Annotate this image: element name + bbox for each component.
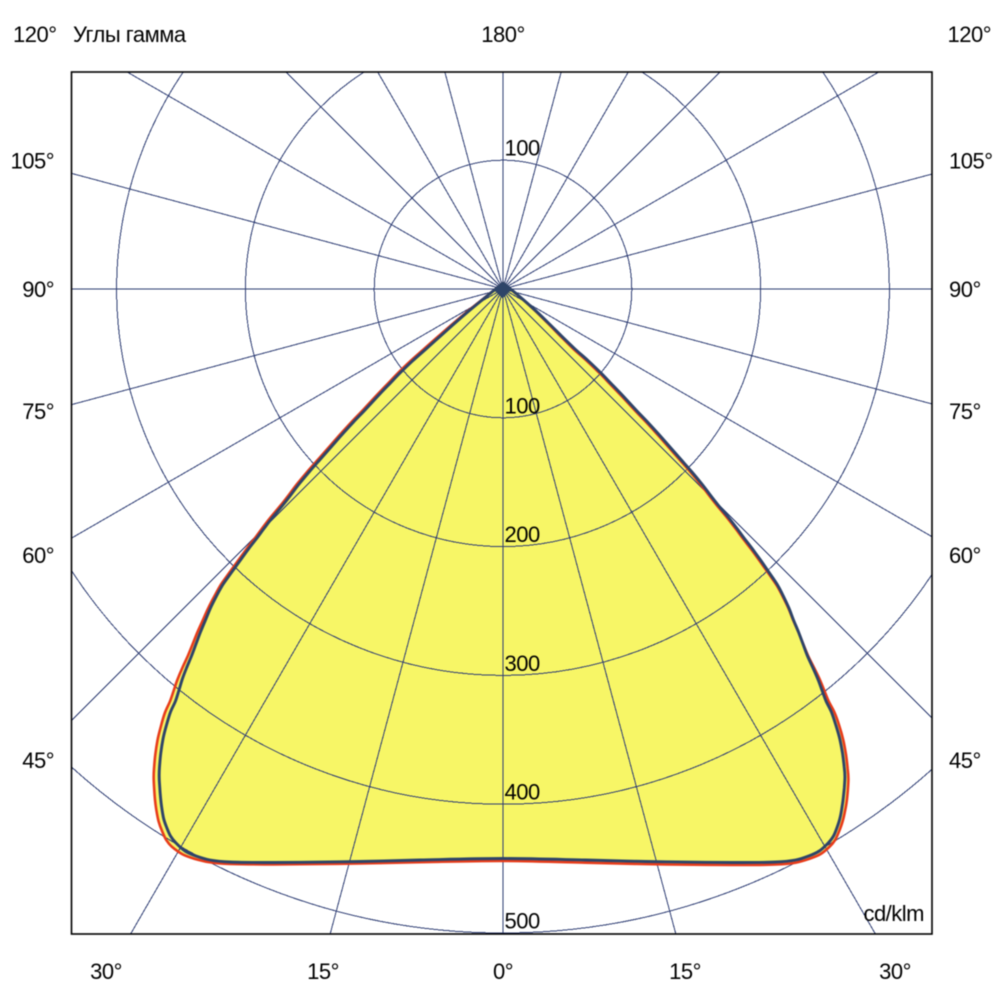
svg-text:0°: 0° <box>493 959 513 984</box>
svg-text:30°: 30° <box>90 959 122 984</box>
svg-text:90°: 90° <box>949 277 981 302</box>
svg-text:180°: 180° <box>481 22 525 47</box>
svg-text:Углы гамма: Углы гамма <box>73 22 187 47</box>
svg-text:30°: 30° <box>879 959 911 984</box>
svg-text:105°: 105° <box>949 149 993 174</box>
svg-text:cd/klm: cd/klm <box>863 901 924 926</box>
svg-text:500: 500 <box>505 909 540 934</box>
svg-text:120°: 120° <box>13 22 57 47</box>
svg-text:60°: 60° <box>22 543 54 568</box>
svg-text:45°: 45° <box>22 748 54 773</box>
svg-text:90°: 90° <box>22 277 54 302</box>
svg-text:75°: 75° <box>22 399 54 424</box>
svg-text:15°: 15° <box>669 959 701 984</box>
svg-text:75°: 75° <box>949 399 981 424</box>
svg-text:105°: 105° <box>10 149 54 174</box>
svg-text:100: 100 <box>505 393 540 418</box>
svg-text:300: 300 <box>505 651 540 676</box>
svg-text:45°: 45° <box>949 748 981 773</box>
svg-text:400: 400 <box>505 780 540 805</box>
svg-text:15°: 15° <box>307 959 339 984</box>
svg-text:200: 200 <box>505 522 540 547</box>
svg-text:60°: 60° <box>949 543 981 568</box>
svg-text:100: 100 <box>505 136 540 161</box>
svg-text:120°: 120° <box>947 22 991 47</box>
